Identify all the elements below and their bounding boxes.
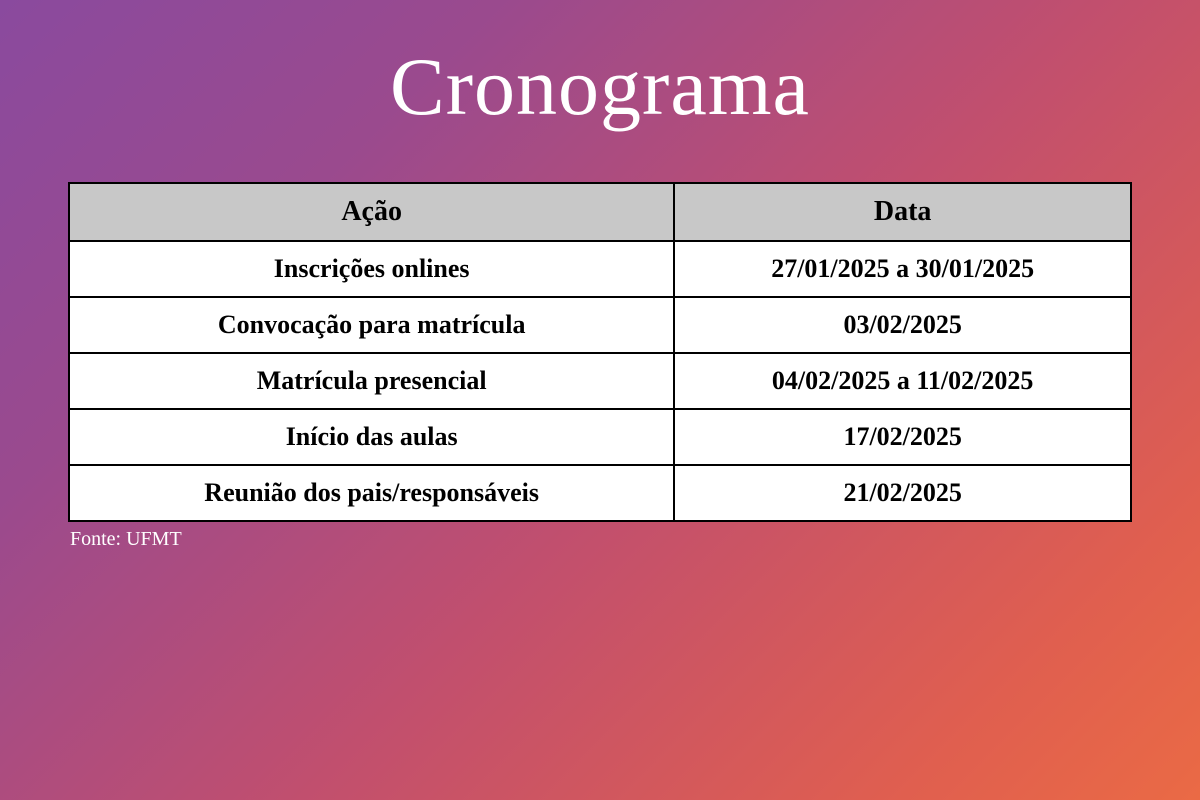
table-row: Matrícula presencial 04/02/2025 a 11/02/… xyxy=(69,353,1131,409)
table-row: Convocação para matrícula 03/02/2025 xyxy=(69,297,1131,353)
cell-acao: Convocação para matrícula xyxy=(69,297,674,353)
column-header-data: Data xyxy=(674,183,1131,241)
page-title: Cronograma xyxy=(68,40,1132,134)
source-label: Fonte: UFMT xyxy=(68,528,1132,551)
table-header-row: Ação Data xyxy=(69,183,1131,241)
table-row: Reunião dos pais/responsáveis 21/02/2025 xyxy=(69,465,1131,521)
cell-data: 03/02/2025 xyxy=(674,297,1131,353)
cell-data: 27/01/2025 a 30/01/2025 xyxy=(674,241,1131,297)
table-row: Inscrições onlines 27/01/2025 a 30/01/20… xyxy=(69,241,1131,297)
cell-acao: Reunião dos pais/responsáveis xyxy=(69,465,674,521)
cell-acao: Início das aulas xyxy=(69,409,674,465)
column-header-acao: Ação xyxy=(69,183,674,241)
cell-data: 04/02/2025 a 11/02/2025 xyxy=(674,353,1131,409)
table-row: Início das aulas 17/02/2025 xyxy=(69,409,1131,465)
cell-data: 17/02/2025 xyxy=(674,409,1131,465)
cell-acao: Matrícula presencial xyxy=(69,353,674,409)
cell-acao: Inscrições onlines xyxy=(69,241,674,297)
page-container: Cronograma Ação Data Inscrições onlines … xyxy=(0,0,1200,800)
schedule-table: Ação Data Inscrições onlines 27/01/2025 … xyxy=(68,182,1132,522)
schedule-table-wrap: Ação Data Inscrições onlines 27/01/2025 … xyxy=(68,182,1132,551)
cell-data: 21/02/2025 xyxy=(674,465,1131,521)
